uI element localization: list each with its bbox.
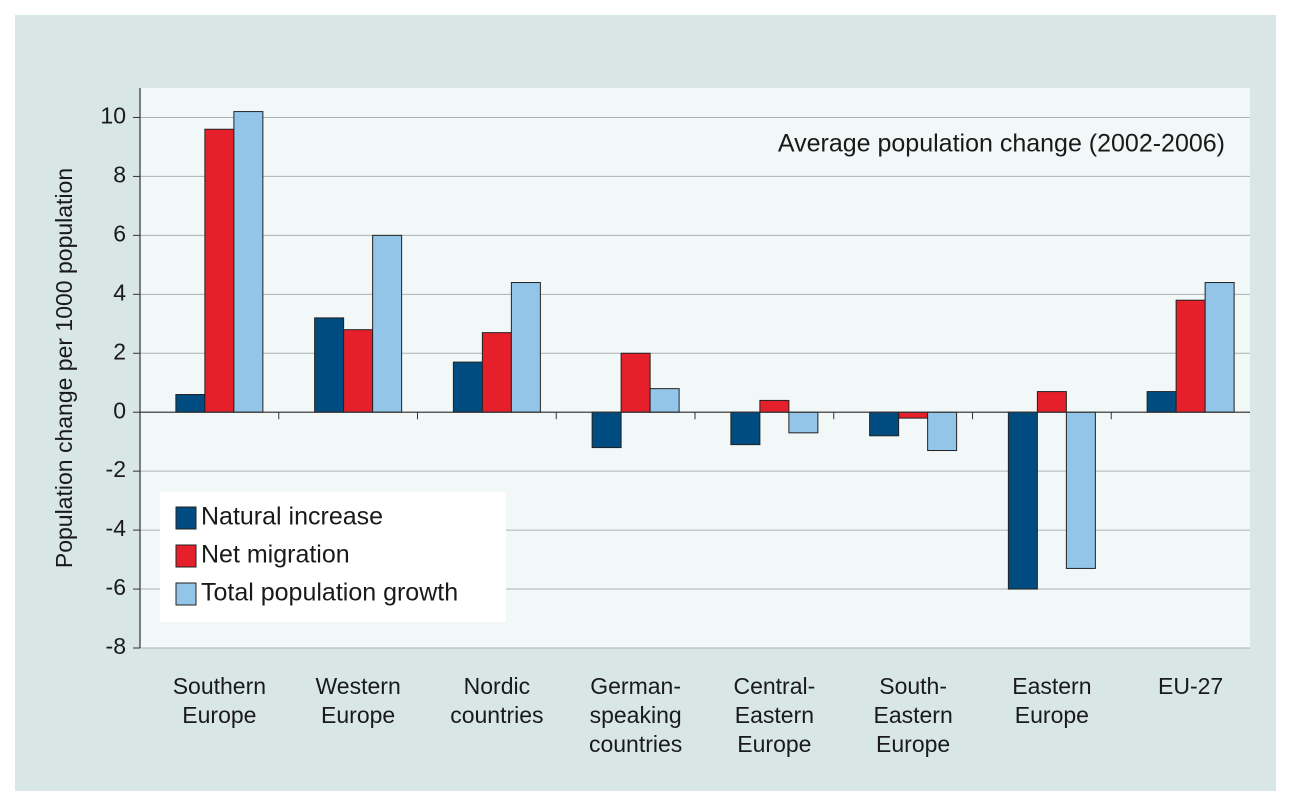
x-tick-label: Europe — [182, 702, 256, 728]
x-tick-label: Europe — [737, 731, 811, 757]
y-tick-label: 10 — [100, 103, 126, 129]
bar — [233, 111, 264, 413]
x-tick-label: German- — [590, 673, 681, 699]
x-tick-label: speaking — [590, 702, 682, 728]
bar — [1036, 391, 1067, 413]
bar — [1204, 282, 1235, 413]
x-tick-label: EU-27 — [1158, 673, 1223, 699]
y-tick-label: 4 — [113, 279, 126, 305]
bar — [1007, 411, 1038, 590]
x-tick-label: Europe — [321, 702, 395, 728]
y-tick-label: 8 — [113, 161, 126, 187]
legend-label: Net migration — [201, 541, 350, 569]
legend-swatch — [175, 544, 197, 568]
y-tick-label: -6 — [106, 574, 126, 600]
bar — [1146, 391, 1177, 413]
x-tick-label: Eastern — [735, 702, 814, 728]
bar — [759, 399, 790, 413]
bar — [343, 329, 374, 413]
legend-swatch — [175, 506, 197, 530]
y-axis-label: Population change per 1000 population — [51, 168, 77, 568]
x-tick-label: countries — [589, 731, 682, 757]
x-tick-label: Europe — [1015, 702, 1089, 728]
bar — [898, 411, 929, 419]
y-tick-label: 2 — [113, 338, 126, 364]
x-tick-label: Nordic — [464, 673, 530, 699]
chart-title: Average population change (2002-2006) — [778, 130, 1225, 158]
bar — [372, 234, 403, 413]
legend-background — [160, 492, 506, 622]
bar — [591, 411, 622, 449]
bar — [620, 352, 651, 413]
bar — [1175, 299, 1206, 413]
bar — [452, 361, 483, 413]
bar — [927, 411, 958, 452]
bar — [481, 332, 512, 413]
y-tick-label: 0 — [113, 397, 126, 423]
x-tick-label: Eastern — [873, 702, 952, 728]
x-tick-label: Southern — [173, 673, 266, 699]
legend-label: Total population growth — [201, 579, 458, 607]
bar — [869, 411, 900, 437]
x-tick-label: South- — [879, 673, 947, 699]
x-tick-label: Europe — [876, 731, 950, 757]
bar — [649, 388, 680, 413]
bar — [1065, 411, 1096, 569]
bar — [730, 411, 761, 446]
legend-label: Natural increase — [201, 503, 383, 531]
bar — [175, 394, 206, 413]
y-tick-label: -2 — [106, 456, 126, 482]
y-tick-label: 6 — [113, 220, 126, 246]
x-tick-label: Eastern — [1012, 673, 1091, 699]
x-tick-label: countries — [450, 702, 543, 728]
legend-swatch — [175, 582, 197, 606]
bar — [510, 282, 541, 413]
x-tick-label: Western — [316, 673, 401, 699]
y-tick-label: -4 — [106, 515, 127, 541]
bar — [314, 317, 345, 413]
bar — [788, 411, 819, 434]
y-tick-label: -8 — [106, 633, 126, 659]
x-tick-label: Central- — [733, 673, 815, 699]
bar — [204, 128, 235, 413]
